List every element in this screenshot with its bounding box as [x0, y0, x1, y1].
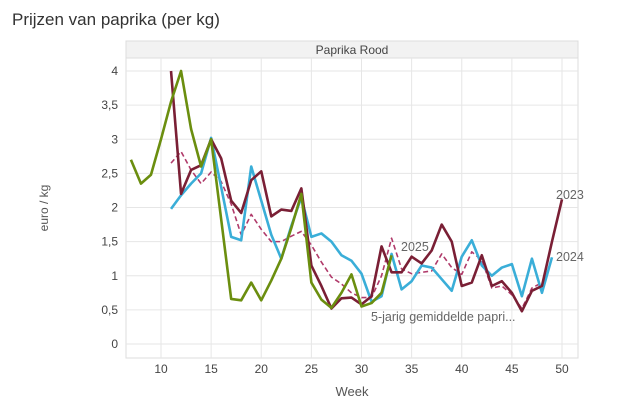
y-tick-label: 2,5: [101, 166, 118, 180]
y-tick-label: 3: [111, 132, 118, 146]
facet-label: Paprika Rood: [316, 43, 389, 57]
x-tick-label: 15: [204, 362, 218, 376]
y-tick-label: 1: [111, 269, 118, 283]
series-label: 2024: [556, 250, 584, 264]
x-tick-label: 45: [505, 362, 519, 376]
y-tick-label: 3,5: [101, 98, 118, 112]
y-tick-label: 1,5: [101, 235, 118, 249]
y-tick-label: 0: [111, 337, 118, 351]
x-axis-label: Week: [336, 384, 369, 399]
series-label: 5-jarig gemiddelde papri...: [371, 310, 516, 324]
y-tick-label: 2: [111, 201, 118, 215]
x-tick-label: 30: [355, 362, 369, 376]
x-tick-label: 25: [305, 362, 319, 376]
y-tick-label: 0,5: [101, 303, 118, 317]
x-tick-label: 20: [255, 362, 269, 376]
x-tick-label: 50: [555, 362, 569, 376]
series-label: 2023: [556, 188, 584, 202]
series-line-2025: [129, 69, 393, 310]
series-line-2023: [169, 70, 564, 313]
x-tick-label: 40: [455, 362, 469, 376]
y-tick-label: 4: [111, 64, 118, 78]
chart-title: Prijzen van paprika (per kg): [12, 10, 220, 29]
x-tick-label: 10: [154, 362, 168, 376]
series-label: 2025: [401, 240, 429, 254]
y-axis-label: euro / kg: [37, 185, 51, 232]
x-tick-label: 35: [405, 362, 419, 376]
